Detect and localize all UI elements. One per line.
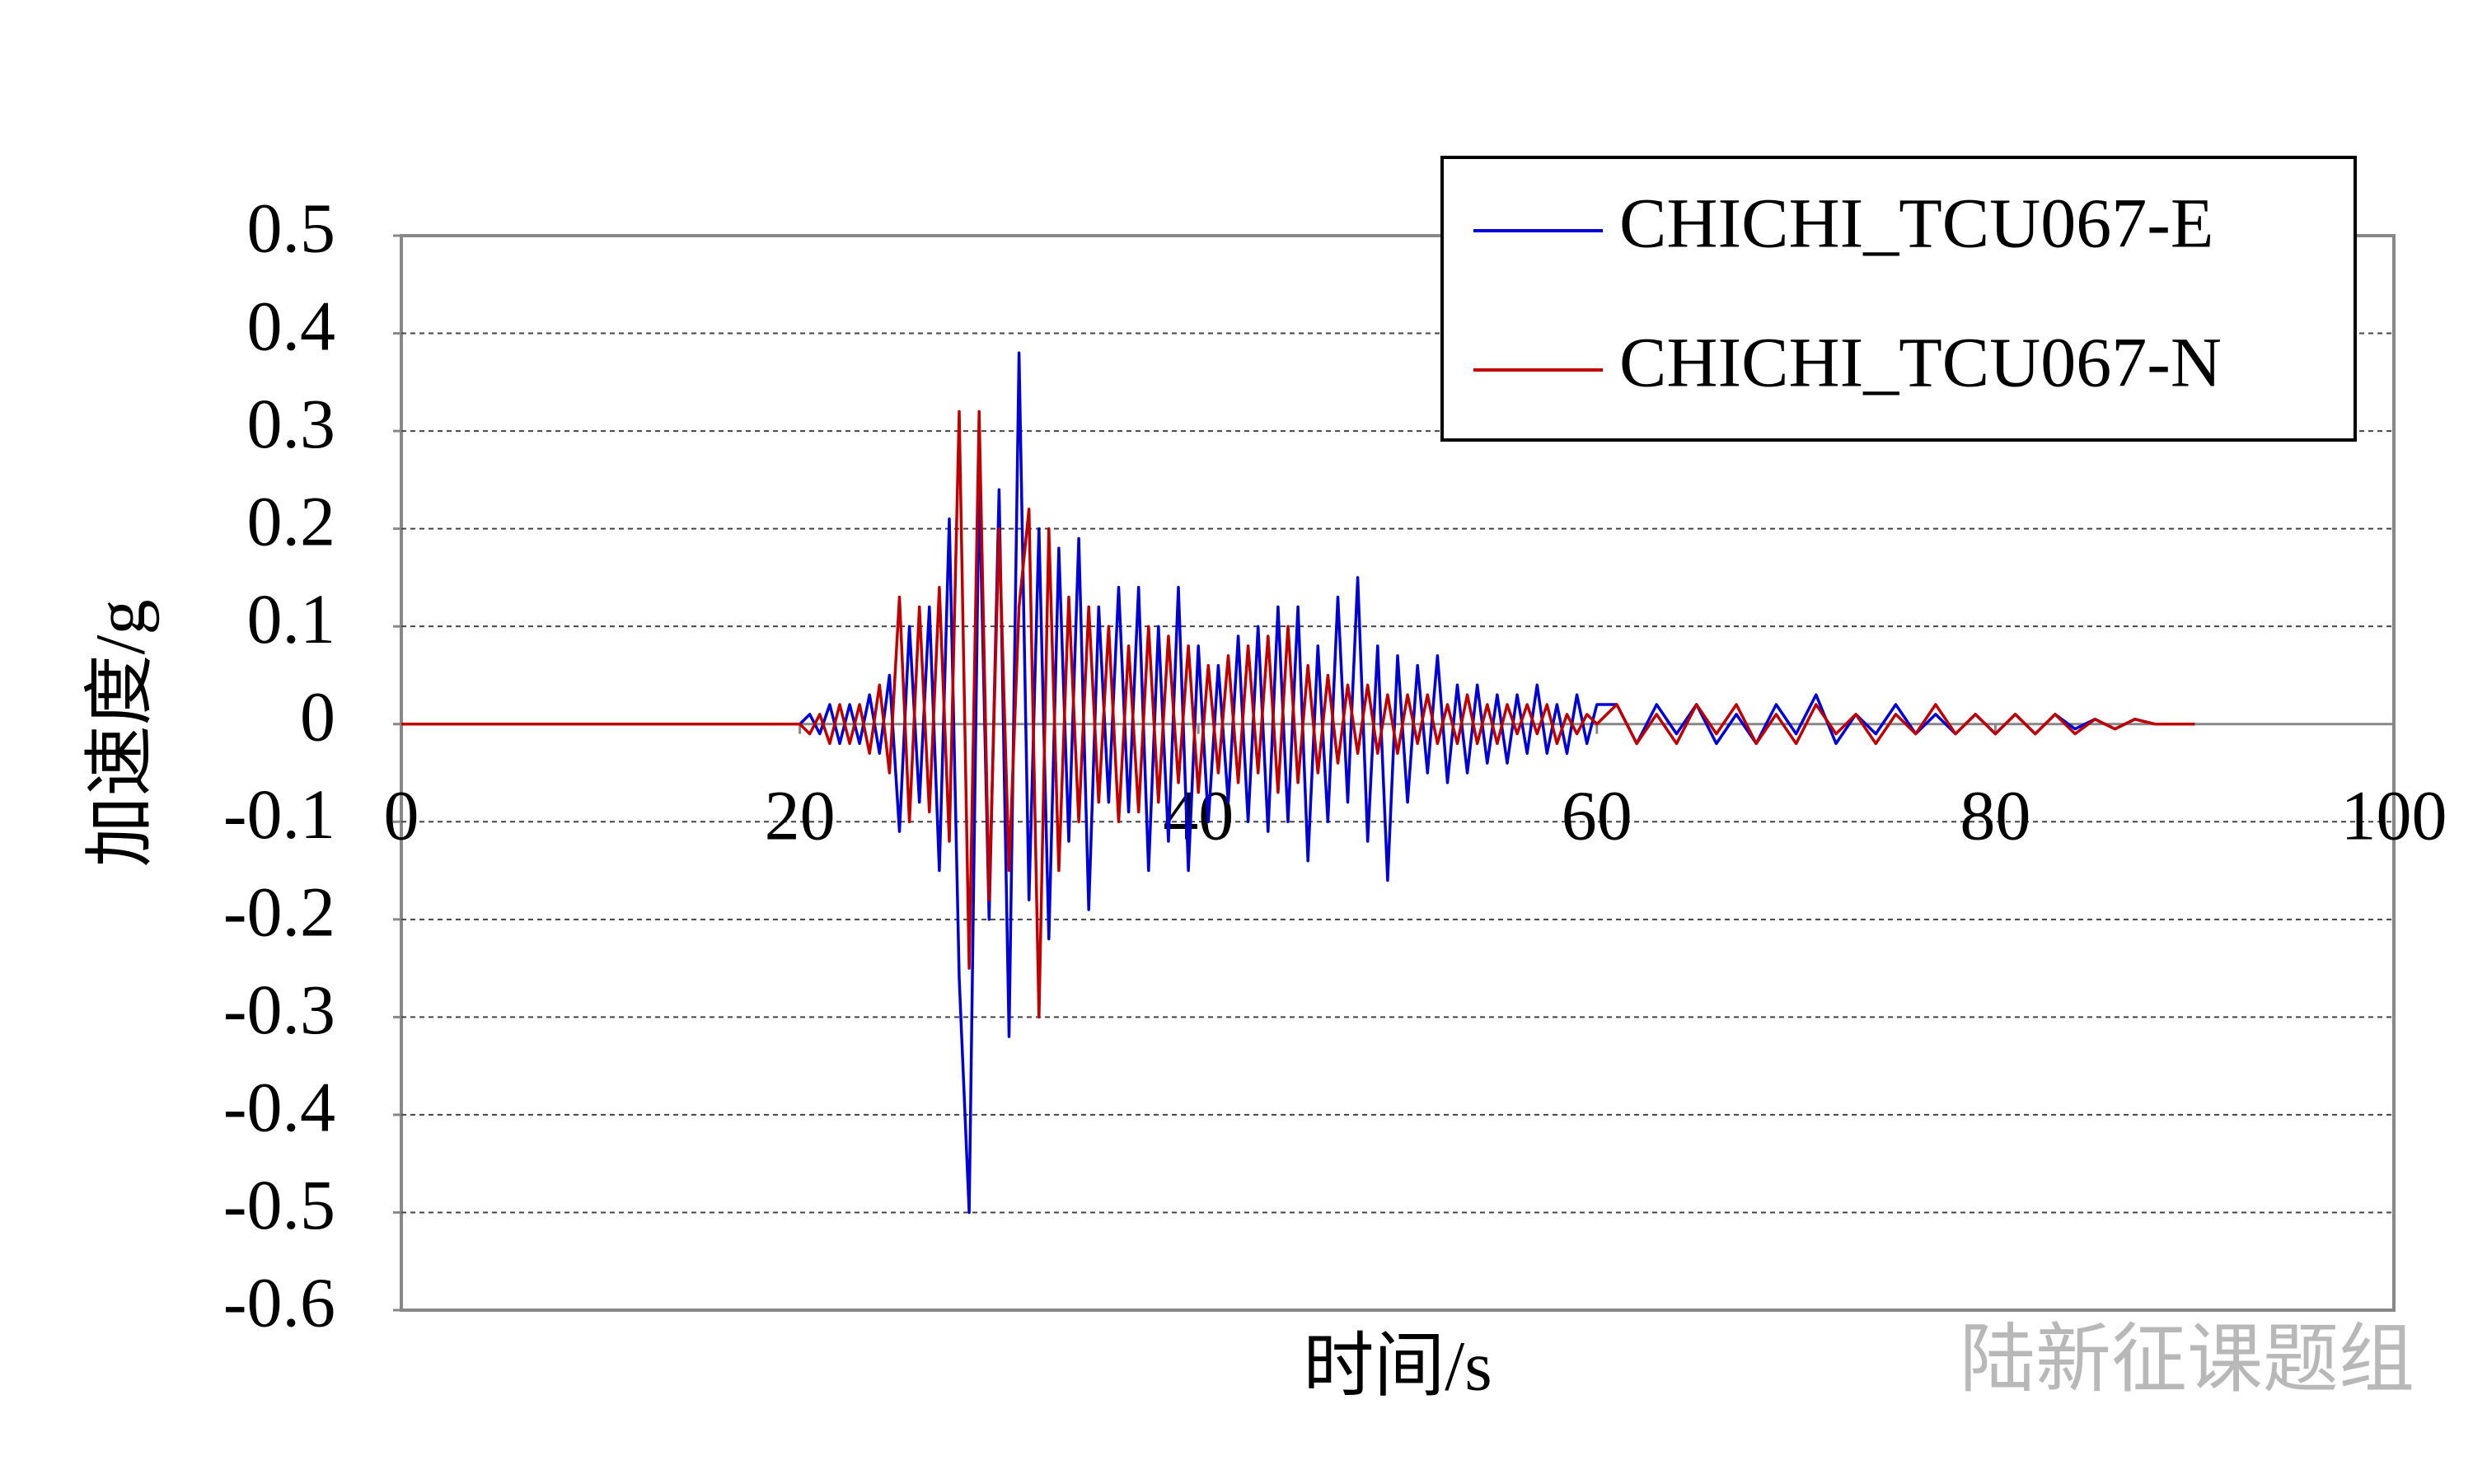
watermark: 陆新征课题组 — [1960, 1318, 2414, 1402]
y-tick-label: 0.5 — [247, 189, 336, 268]
y-axis-label: 加速度/g — [81, 600, 160, 868]
y-tick-label: -0.2 — [223, 873, 335, 952]
series-line — [401, 410, 2195, 1019]
x-tick-label: 20 — [765, 775, 836, 854]
y-tick-label: 0.4 — [247, 286, 336, 365]
y-tick-label: -0.1 — [223, 775, 335, 854]
x-axis-label: 时间/s — [1303, 1327, 1492, 1406]
x-tick-label: 80 — [1960, 775, 2030, 854]
y-tick-label: 0.1 — [247, 579, 336, 658]
legend-box — [1440, 156, 2357, 442]
x-tick-label: 100 — [2341, 775, 2447, 854]
y-tick-label: -0.4 — [223, 1068, 335, 1147]
legend-label: CHICHI_TCU067-E — [1619, 184, 2213, 263]
x-tick-label: 60 — [1562, 775, 1632, 854]
y-tick-label: 0 — [300, 676, 335, 756]
x-tick-label: 0 — [384, 775, 419, 854]
plot-frame — [400, 234, 2396, 1312]
y-tick-label: 0.2 — [247, 481, 336, 560]
y-tick-label: -0.3 — [223, 970, 335, 1049]
y-tick-label: 0.3 — [247, 384, 336, 463]
legend-label: CHICHI_TCU067-N — [1619, 323, 2222, 402]
y-tick-label: -0.5 — [223, 1165, 335, 1244]
y-tick-label: -0.6 — [223, 1263, 335, 1342]
